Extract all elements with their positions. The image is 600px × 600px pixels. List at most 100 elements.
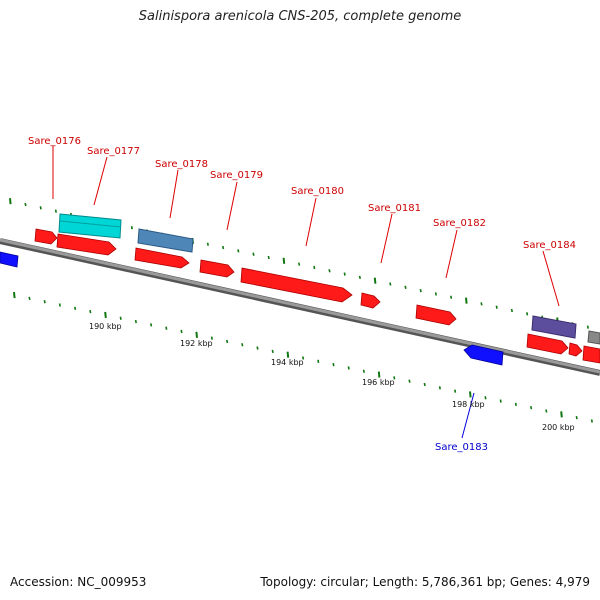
lower-tick-mark — [514, 402, 517, 407]
gene-arrow-left-blue[interactable] — [0, 251, 19, 268]
upper-tick-mark — [526, 312, 529, 316]
gene-label-sare-0184: Sare_0184 — [523, 240, 576, 251]
feature-steel-blue[interactable] — [137, 228, 194, 253]
upper-tick-mark — [130, 226, 133, 230]
lower-tick-mark — [226, 339, 229, 344]
lower-tick-mark — [499, 399, 502, 403]
upper-tick-mark — [237, 249, 240, 253]
upper-tick-mark — [206, 242, 209, 246]
lower-tick-mark — [134, 319, 137, 324]
upper-tick-mark — [480, 302, 483, 306]
upper-tick-mark — [39, 206, 42, 210]
lower-tick-mark — [575, 415, 578, 420]
gene-label-sare-0183: Sare_0183 — [435, 442, 488, 453]
gene-label-sare-0178: Sare_0178 — [155, 159, 208, 170]
upper-tick-mark — [252, 252, 255, 256]
gene-arrow-sare-0176[interactable] — [34, 228, 58, 245]
lower-tick-mark — [104, 311, 107, 319]
upper-tick-mark — [222, 245, 225, 250]
upper-tick-mark — [358, 275, 361, 280]
gene-label-sare-0177: Sare_0177 — [87, 146, 140, 157]
upper-tick-mark — [328, 269, 331, 273]
lower-tick-mark — [43, 300, 46, 304]
lower-tick-mark — [28, 296, 31, 301]
lower-tick-mark — [210, 336, 213, 340]
lower-tick-mark — [271, 349, 274, 354]
genome-summary-text: Topology: circular; Length: 5,786,361 bp… — [260, 575, 590, 589]
lower-tick-mark — [393, 376, 396, 380]
lower-tick-mark — [377, 371, 381, 378]
gene-arrow-right-red[interactable] — [582, 345, 600, 364]
leader-lines — [52, 146, 560, 439]
lower-tick-mark — [454, 389, 457, 393]
lower-tick-ring — [13, 291, 593, 423]
gene-label-sare-0176: Sare_0176 — [28, 136, 81, 147]
gene-arrow-sare-0180[interactable] — [240, 267, 353, 303]
lower-tick-mark — [74, 306, 77, 310]
gene-label-sare-0181: Sare_0181 — [368, 203, 421, 214]
gene-arrow-sare-0182[interactable] — [415, 304, 457, 326]
feature-grey[interactable] — [587, 330, 600, 345]
gene-arrow-sare-0177[interactable] — [56, 233, 117, 256]
upper-tick-mark — [282, 257, 286, 264]
gene-arrow-sare-0179[interactable] — [199, 259, 235, 278]
gene-arrow-sare-0181[interactable] — [360, 292, 381, 309]
lower-tick-mark — [150, 323, 153, 327]
lower-tick-mark — [332, 362, 335, 367]
gene-label-sare-0182: Sare_0182 — [433, 218, 486, 229]
backbone — [0, 238, 600, 376]
tick-label-196: 196 kbp — [362, 378, 395, 387]
lower-tick-mark — [89, 309, 92, 314]
lower-tick-mark — [484, 396, 487, 400]
upper-tick-mark — [510, 308, 513, 313]
lower-tick-mark — [241, 343, 244, 347]
upper-tick-mark — [343, 272, 346, 276]
upper-tick-mark — [404, 285, 407, 289]
tick-label-190: 190 kbp — [89, 322, 122, 331]
lower-tick-mark — [317, 359, 320, 363]
lower-tick-mark — [256, 346, 259, 350]
lower-tick-mark — [590, 419, 593, 423]
upper-tick-mark — [9, 198, 12, 205]
gene-arrow-sare-0184[interactable] — [526, 333, 569, 355]
lower-tick-mark — [469, 391, 472, 398]
gene-arrow-sare-0178[interactable] — [134, 247, 190, 269]
upper-tick-mark — [313, 265, 316, 270]
lower-tick-mark — [347, 366, 350, 370]
lower-tick-mark — [13, 291, 16, 299]
feature-slate[interactable] — [531, 315, 577, 339]
lower-tick-mark — [362, 369, 365, 373]
upper-tick-mark — [434, 292, 437, 296]
upper-tick-mark — [267, 255, 270, 260]
tick-label-192: 192 kbp — [180, 339, 213, 348]
lower-tick-mark — [180, 329, 183, 334]
upper-tick-mark — [586, 325, 589, 329]
lower-tick-mark — [530, 406, 533, 410]
lower-tick-mark — [119, 316, 122, 320]
lower-tick-mark — [302, 356, 305, 360]
gene-arrow-sare-0183[interactable] — [463, 344, 504, 366]
feature-cyan[interactable] — [58, 213, 122, 239]
gene-label-sare-0180: Sare_0180 — [291, 186, 344, 197]
lower-tick-mark — [195, 331, 198, 338]
upper-tick-mark — [298, 262, 301, 266]
lower-tick-mark — [438, 386, 441, 390]
lower-tick-mark — [286, 351, 290, 358]
lower-tick-mark — [408, 379, 411, 383]
tick-label-200: 200 kbp — [542, 423, 575, 432]
gene-labels: Sare_0176 Sare_0177 Sare_0178 Sare_0179 … — [28, 136, 576, 453]
gene-arrow-small-red[interactable] — [568, 342, 583, 357]
tick-labels: 190 kbp 192 kbp 194 kbp 196 kbp 198 kbp … — [89, 322, 575, 432]
upper-tick-mark — [450, 295, 453, 299]
tick-label-194: 194 kbp — [271, 358, 304, 367]
upper-tick-mark — [389, 282, 392, 286]
upper-tick-mark — [373, 277, 377, 284]
tick-label-198: 198 kbp — [452, 400, 485, 409]
upper-tick-mark — [54, 209, 57, 213]
accession-text: Accession: NC_009953 — [10, 575, 147, 589]
lower-tick-mark — [58, 303, 61, 307]
lower-tick-mark — [423, 382, 426, 387]
lower-tick-mark — [545, 409, 548, 413]
upper-tick-mark — [495, 305, 498, 309]
